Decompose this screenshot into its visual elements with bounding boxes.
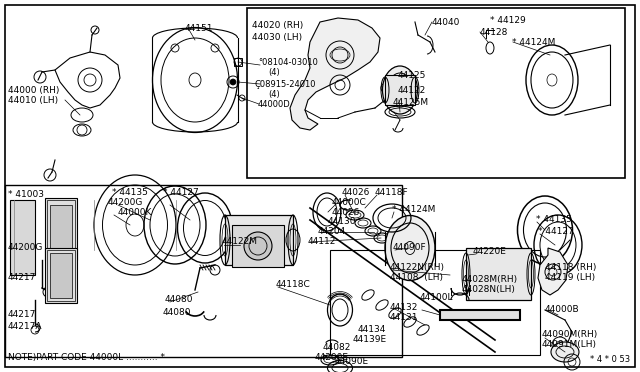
Text: 44028N(LH): 44028N(LH) (462, 285, 516, 295)
Text: 44000C: 44000C (332, 199, 367, 208)
Text: Ç08915-24010: Ç08915-24010 (255, 80, 317, 89)
Text: 44010 (LH): 44010 (LH) (8, 96, 58, 105)
Text: 44139E: 44139E (353, 336, 387, 344)
Text: 44132: 44132 (390, 304, 419, 312)
Text: 44091M(LH): 44091M(LH) (542, 340, 597, 349)
Text: 44128: 44128 (480, 28, 508, 36)
Text: 44000 (RH): 44000 (RH) (8, 86, 60, 94)
Text: 44090F: 44090F (393, 244, 427, 253)
Bar (10, 200, 35, 275)
Text: 44131: 44131 (390, 314, 419, 323)
Polygon shape (55, 52, 120, 108)
Ellipse shape (385, 215, 435, 280)
Bar (232, 225, 284, 267)
Text: * 44127: * 44127 (163, 189, 199, 198)
Text: 44026: 44026 (332, 208, 360, 218)
Text: 44030 (LH): 44030 (LH) (252, 32, 302, 42)
Text: * 44124M: * 44124M (392, 205, 435, 215)
Text: * 44124M: * 44124M (512, 38, 556, 46)
Text: 44080: 44080 (163, 308, 191, 317)
Text: 44020 (RH): 44020 (RH) (252, 20, 303, 29)
Text: * 4 * 0 53: * 4 * 0 53 (590, 356, 630, 365)
Ellipse shape (244, 232, 272, 260)
Text: 44118 (RH): 44118 (RH) (545, 263, 596, 273)
Bar (5, 185, 402, 357)
Text: 44028M(RH): 44028M(RH) (462, 276, 518, 285)
Bar (385, 75, 415, 105)
Text: 44200G: 44200G (108, 199, 143, 208)
Text: 44125M: 44125M (393, 97, 429, 106)
Text: * 44129: * 44129 (490, 16, 525, 25)
Bar (50, 205, 72, 253)
Text: 44200E: 44200E (315, 353, 349, 362)
Bar (45, 198, 77, 260)
Text: 44122M: 44122M (222, 237, 258, 247)
Text: * 44127: * 44127 (538, 228, 573, 237)
Text: 44082: 44082 (323, 343, 351, 353)
Text: 44217: 44217 (8, 311, 36, 320)
Text: 44122N(RH): 44122N(RH) (390, 263, 445, 273)
Text: * 44135: * 44135 (112, 189, 148, 198)
Text: * 41003: * 41003 (8, 190, 44, 199)
Text: 44134: 44134 (358, 326, 387, 334)
Bar (466, 248, 531, 300)
Polygon shape (290, 18, 380, 130)
Text: (4): (4) (268, 67, 280, 77)
Text: 44080: 44080 (165, 295, 193, 305)
Text: 44217A: 44217A (8, 323, 42, 331)
Bar (234, 58, 242, 66)
Text: 44040: 44040 (432, 17, 460, 26)
Bar (47, 200, 75, 258)
Text: 44000D: 44000D (258, 99, 291, 109)
Text: 44118F: 44118F (375, 189, 408, 198)
Text: 44130: 44130 (328, 218, 356, 227)
Text: 44112: 44112 (308, 237, 337, 247)
Text: 44118C: 44118C (276, 280, 311, 289)
Text: 44026: 44026 (342, 189, 371, 198)
Text: 44220E: 44220E (473, 247, 507, 257)
Text: 44090E: 44090E (335, 357, 369, 366)
Circle shape (230, 79, 236, 85)
Text: 44000K: 44000K (118, 208, 152, 218)
Bar (440, 310, 520, 320)
Ellipse shape (383, 66, 417, 114)
Text: 44204: 44204 (318, 228, 346, 237)
Bar (47, 250, 75, 301)
Bar (45, 248, 77, 303)
Text: °08104-03010: °08104-03010 (258, 58, 318, 67)
Text: 44108  (LH): 44108 (LH) (390, 273, 443, 282)
Text: (4): (4) (268, 90, 280, 99)
Text: 44217: 44217 (8, 273, 36, 282)
Bar (330, 250, 540, 355)
Bar (50, 253, 72, 298)
Ellipse shape (551, 342, 579, 362)
Text: 44119 (LH): 44119 (LH) (545, 273, 595, 282)
Bar (247, 8, 625, 178)
Text: 44122: 44122 (398, 86, 426, 94)
Text: NOTE)PART CODE 44000L ........... *: NOTE)PART CODE 44000L ........... * (8, 353, 165, 362)
Bar (225, 215, 293, 265)
Text: 44000B: 44000B (545, 305, 580, 314)
Text: 44100L: 44100L (420, 294, 454, 302)
Text: 44151: 44151 (185, 23, 214, 32)
Text: 44200G: 44200G (8, 244, 44, 253)
Text: * 44135: * 44135 (536, 215, 572, 224)
Polygon shape (538, 248, 568, 295)
Text: 44125: 44125 (398, 71, 426, 80)
Text: 44090M(RH): 44090M(RH) (542, 330, 598, 340)
